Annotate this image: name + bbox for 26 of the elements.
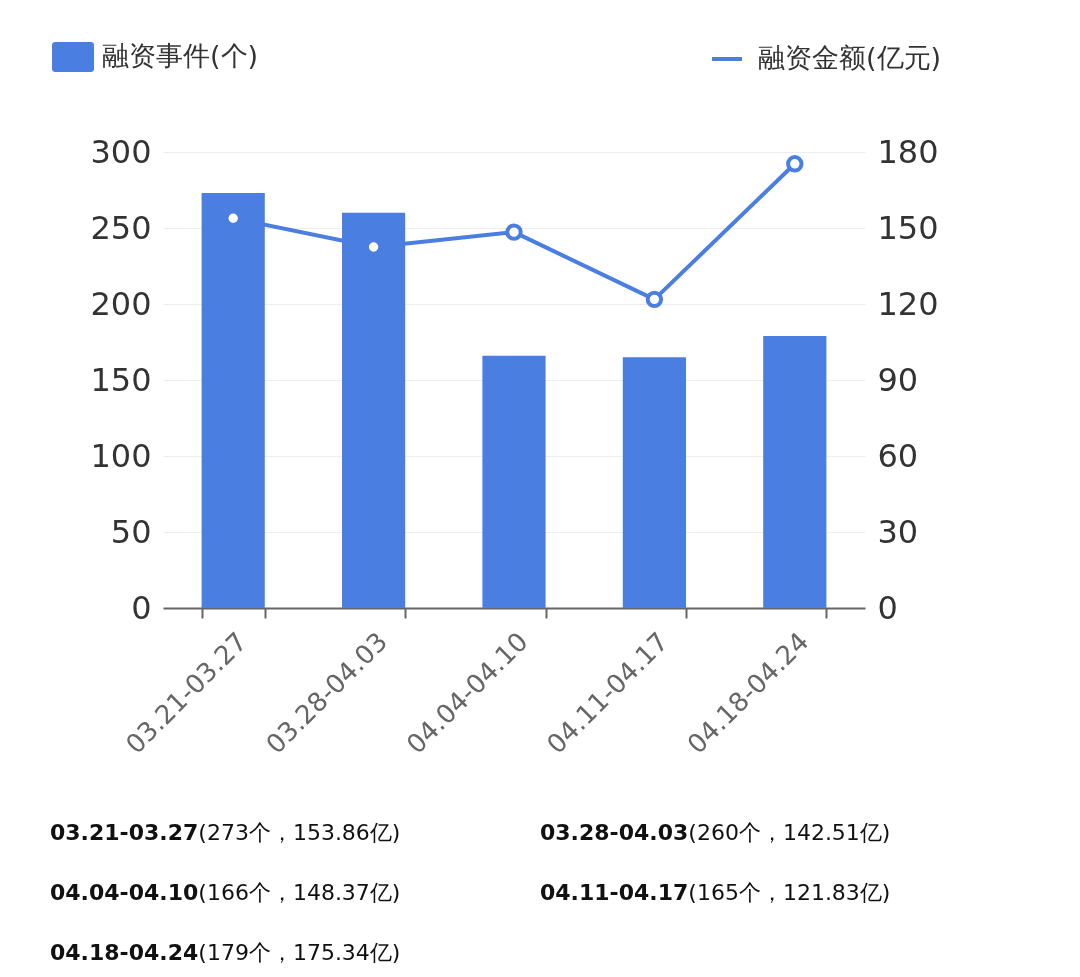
text: (165个，121.83亿) <box>688 880 891 905</box>
legend-label: 融资金额(亿元) <box>758 42 942 73</box>
category-label: 03.21-03.27 <box>50 820 199 845</box>
y2-tick-label: 90 <box>877 360 919 399</box>
y-tick-label: 0 <box>131 588 152 627</box>
y-tick-label: 250 <box>90 208 152 247</box>
text: (273个，153.86亿) <box>198 820 401 845</box>
y-tick-label: 200 <box>90 284 152 323</box>
y-tick-label: 50 <box>110 512 152 551</box>
category-label: 04.18-04.24 <box>50 940 199 965</box>
text: (166个，148.37亿) <box>198 880 401 905</box>
y2-tick-label: 0 <box>877 588 898 627</box>
legend-label: 融资事件(个) <box>102 40 259 71</box>
y2-tick-label: 30 <box>877 512 919 551</box>
y2-tick-label: 120 <box>877 284 939 323</box>
y-tick-label: 300 <box>90 132 152 171</box>
y2-tick-label: 180 <box>877 132 939 171</box>
category-label: 04.11-04.17 <box>540 880 689 905</box>
category-label: 03.28-04.03 <box>540 820 689 845</box>
text: (260个，142.51亿) <box>688 820 891 845</box>
y-tick-label: 100 <box>90 436 152 475</box>
y-tick-label: 150 <box>90 360 152 399</box>
category-label: 04.04-04.10 <box>50 880 199 905</box>
text: (179个，175.34亿) <box>198 940 401 965</box>
y2-tick-label: 150 <box>877 208 939 247</box>
y2-tick-label: 60 <box>877 436 919 475</box>
